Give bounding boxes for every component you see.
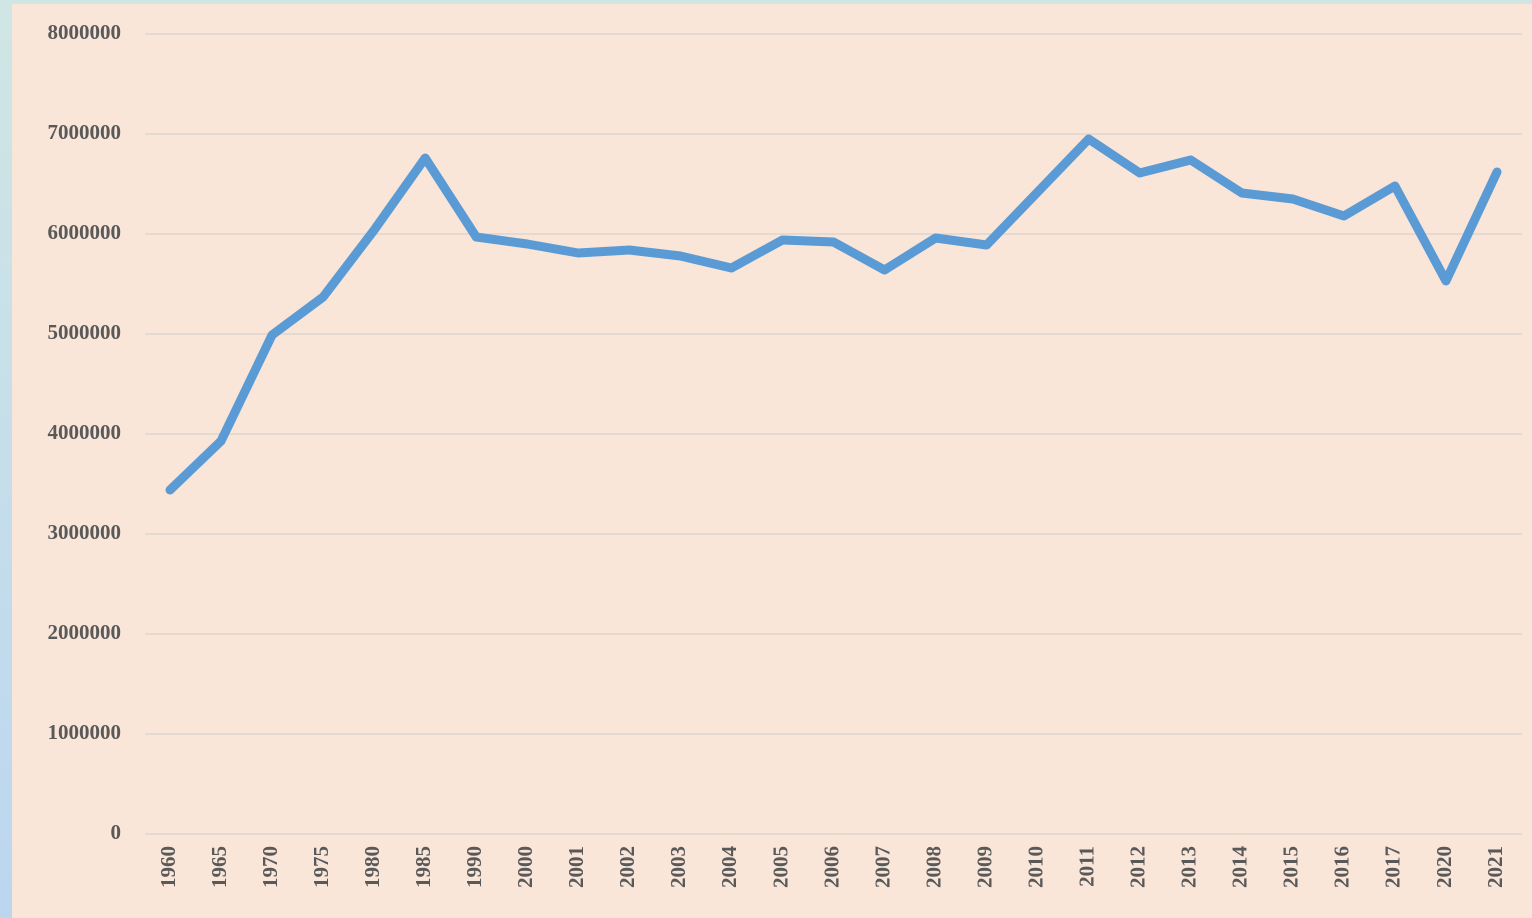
x-tick-label: 2006 [819,846,843,888]
x-tick-label: 2007 [870,846,894,888]
x-tick-label: 2011 [1075,846,1099,887]
x-tick-label: 2016 [1330,846,1354,888]
y-tick-label: 2000000 [48,620,122,644]
x-tick-label: 2020 [1432,846,1456,888]
y-tick-label: 8000000 [48,20,122,44]
x-tick-label: 2014 [1228,846,1252,889]
x-tick-label: 2021 [1483,846,1507,888]
plot-background [12,4,1532,918]
x-tick-label: 1965 [207,846,231,888]
x-tick-label: 2000 [513,846,537,888]
x-tick-label: 2017 [1381,846,1405,888]
y-tick-label: 1000000 [48,720,122,744]
x-tick-label: 1980 [360,846,384,888]
x-tick-label: 2009 [972,846,996,888]
y-tick-label: 7000000 [48,120,122,144]
x-tick-label: 2003 [666,846,690,888]
x-tick-label: 2008 [921,846,945,888]
x-tick-label: 1975 [309,846,333,888]
y-tick-label: 0 [111,820,122,844]
y-tick-label: 6000000 [48,220,122,244]
y-tick-label: 3000000 [48,520,122,544]
x-tick-label: 2015 [1279,846,1303,888]
x-tick-label: 2010 [1023,846,1047,888]
x-tick-label: 2012 [1126,846,1150,888]
x-tick-label: 1970 [258,846,282,888]
x-tick-label: 2013 [1177,846,1201,888]
x-tick-label: 2002 [615,846,639,888]
x-tick-label: 1960 [156,846,180,888]
data-line [165,134,1502,495]
y-tick-label: 4000000 [48,420,122,444]
x-tick-label: 1985 [411,846,435,888]
x-tick-label: 2001 [564,846,588,888]
x-tick-label: 2005 [768,846,792,888]
y-tick-label: 5000000 [48,320,122,344]
x-tick-label: 2004 [717,846,741,889]
x-tick-label: 1990 [462,846,486,888]
